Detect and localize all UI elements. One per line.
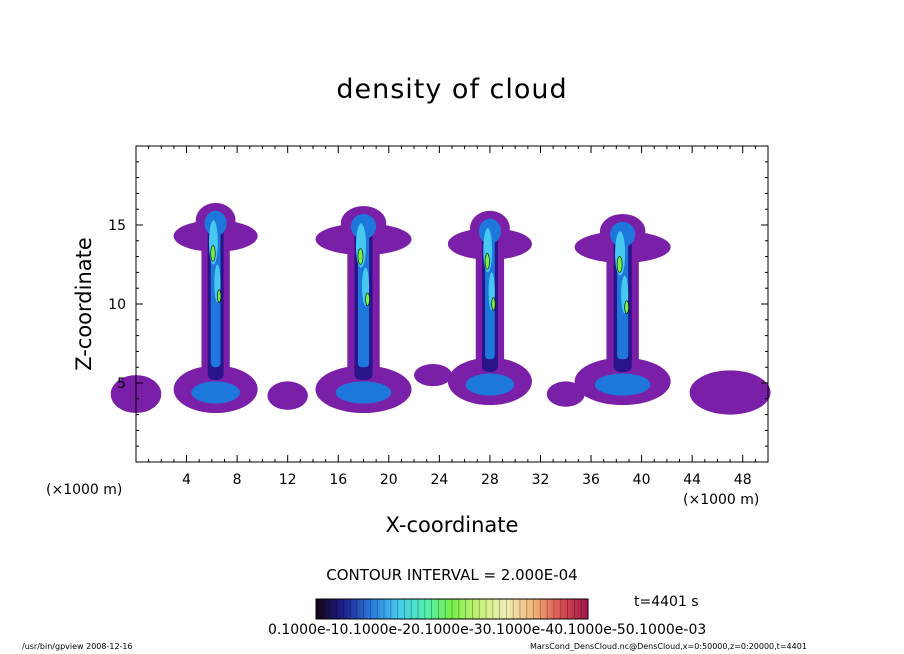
x-tick-label: 20 — [380, 472, 398, 488]
y-axis-label: Z-coordinate — [72, 237, 96, 371]
cloud-green-cell — [357, 248, 364, 265]
cloud-field — [110, 202, 771, 415]
cloud-1 — [173, 202, 258, 414]
cloud-base-core — [335, 381, 392, 404]
x-unit-label-right: (×1000 m) — [683, 492, 760, 508]
low-cloud-band-2 — [414, 364, 452, 387]
x-tick-label: 32 — [532, 472, 550, 488]
cloud-base-core — [465, 373, 515, 396]
chart-title: density of cloud — [336, 74, 568, 105]
x-unit-label-left: (×1000 m) — [46, 482, 123, 498]
cloud-green-cell — [217, 289, 222, 303]
cloud-2 — [315, 206, 412, 414]
x-tick-label: 44 — [683, 472, 701, 488]
cloud-green-cell — [210, 245, 216, 262]
colorbar-gradient — [315, 598, 589, 620]
cloud-base-core — [594, 373, 651, 396]
plot-frame — [135, 145, 769, 463]
cloud-green-cell — [616, 256, 623, 273]
x-tick-label: 12 — [279, 472, 297, 488]
colorbar-tick-labels: 0.1000e-10.1000e-20.1000e-30.1000e-40.10… — [268, 622, 707, 638]
low-cloud-band-1 — [267, 381, 308, 410]
low-cloud-band-4 — [689, 370, 771, 415]
y-tick-label: 5 — [117, 376, 126, 392]
colorbar — [315, 598, 589, 620]
cloud-green-cell — [491, 297, 496, 311]
x-tick-label: 36 — [582, 472, 600, 488]
x-tick-label: 48 — [734, 472, 752, 488]
x-tick-label: 28 — [481, 472, 499, 488]
cloud-green-cell — [365, 292, 370, 306]
footer-program-info: /usr/bin/gpview 2008-12-16 — [22, 642, 133, 651]
time-label: t=4401 s — [634, 594, 699, 610]
cloud-green-cell — [624, 300, 630, 314]
low-cloud-band-3 — [546, 381, 585, 407]
cloud-base-core — [191, 381, 240, 404]
y-tick-label: 15 — [108, 218, 126, 234]
x-tick-label: 4 — [182, 472, 191, 488]
y-tick-label: 10 — [108, 297, 126, 313]
x-axis-label: X-coordinate — [385, 513, 519, 537]
x-tick-label: 8 — [233, 472, 242, 488]
cloud-green-cell — [484, 253, 490, 270]
footer-dataset-info: MarsCond_DensCloud.nc@DensCloud,x=0:5000… — [530, 642, 807, 651]
x-tick-label: 40 — [633, 472, 651, 488]
x-tick-label: 16 — [329, 472, 347, 488]
cloud-4 — [574, 213, 671, 406]
cloud-3 — [447, 210, 532, 406]
contour-interval-text: CONTOUR INTERVAL = 2.000E-04 — [326, 566, 578, 584]
x-tick-label: 24 — [430, 472, 448, 488]
